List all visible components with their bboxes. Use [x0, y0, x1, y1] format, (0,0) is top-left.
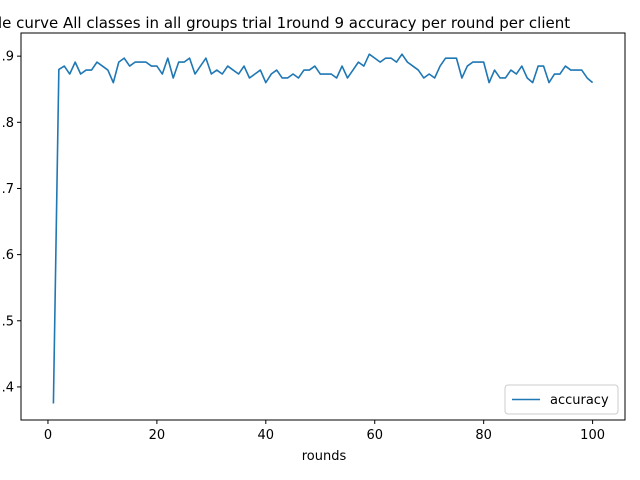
x-tick-label: 20 — [149, 428, 166, 443]
legend-label-accuracy: accuracy — [550, 393, 609, 408]
x-tick-label: 100 — [580, 428, 605, 443]
series-line-accuracy — [52, 53, 594, 404]
y-tick-label: .5 — [2, 314, 14, 329]
axis-ticks: 0 20 40 60 80 100 .4 .5 .6 .7 .8 .9 — [2, 50, 605, 443]
y-tick-label: .8 — [2, 116, 14, 131]
plot-area-frame — [20, 32, 626, 421]
chart-title: le curve All classes in all groups trial… — [0, 14, 570, 32]
x-tick-label: 80 — [475, 428, 492, 443]
series-layer — [52, 53, 594, 404]
y-tick-label: .7 — [2, 182, 14, 197]
x-tick-label: 0 — [44, 428, 52, 443]
x-tick-label: 40 — [258, 428, 275, 443]
y-tick-label: .6 — [2, 248, 14, 263]
y-tick-label: .9 — [2, 50, 14, 65]
x-axis-label: rounds — [302, 449, 347, 464]
legend: accuracy — [504, 384, 619, 415]
legend-box — [504, 384, 619, 415]
x-tick-label: 60 — [366, 428, 383, 443]
y-tick-label: .4 — [2, 380, 14, 395]
